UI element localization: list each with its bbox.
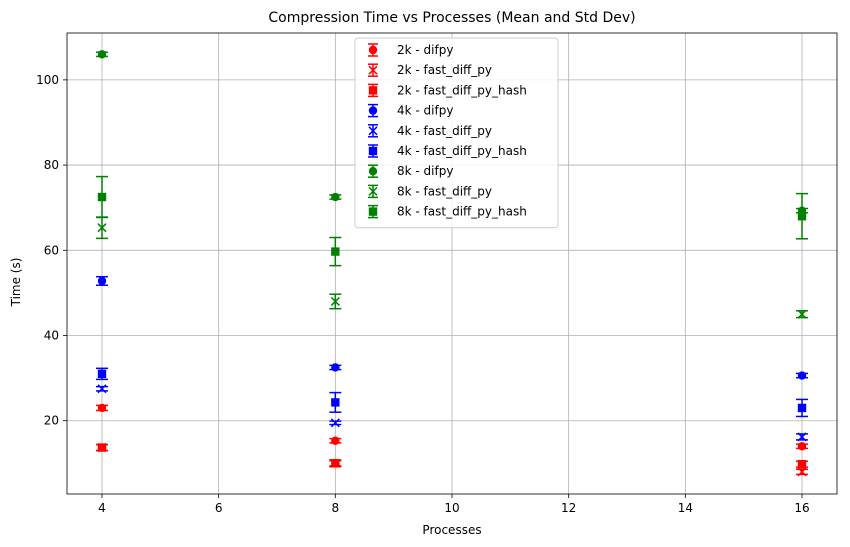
data-point [797,371,807,380]
legend-item: 2k - difpy [368,43,453,57]
x-tick-label: 16 [794,501,809,515]
legend-label: 8k - fast_diff_py_hash [397,205,527,219]
data-point [330,418,340,428]
data-point-stroke [797,309,807,319]
data-point-stroke [797,467,807,477]
series-group [96,403,808,451]
legend-item: 4k - fast_diff_py_hash [368,144,527,158]
x-tick-label: 4 [98,501,106,515]
data-point [797,459,807,469]
legend-label: 2k - difpy [397,43,453,57]
legend: 2k - difpy 2k - fast_diff_py 2k - fast_dif… [354,37,559,229]
x-tick-label: 6 [215,501,223,515]
data-point-stroke [97,384,107,394]
data-point-stroke [330,296,340,306]
legend-marker [368,207,378,216]
y-tick-label: 80 [44,158,59,172]
x-tick-label: 8 [332,501,340,515]
x-tick-label: 12 [561,501,576,515]
x-axis-label: Processes [422,523,481,537]
legend-item: 8k - fast_diff_py_hash [368,205,527,219]
legend-marker [368,45,378,55]
data-point [331,459,340,468]
legend-item: 4k - fast_diff_py [368,124,492,138]
data-point [331,436,340,445]
data-point-stroke [797,432,807,442]
series-group [96,275,808,380]
y-tick-label: 60 [44,243,59,257]
data-point [97,369,107,379]
legend-marker [368,146,378,156]
data-point [97,223,107,233]
data-point [797,309,807,319]
legend-marker-stroke [368,65,378,75]
legend-box [354,37,559,229]
x-tick-label: 14 [678,501,693,515]
legend-label: 2k - fast_diff_py_hash [397,83,527,97]
series-group [96,443,808,469]
legend-item: 8k - difpy [368,164,453,178]
data-point [331,398,340,407]
data-point [797,432,807,442]
y-tick-label: 100 [36,73,59,87]
legend-label: 4k - fast_diff_py [397,124,492,138]
legend-item: 8k - fast_diff_py [368,184,492,198]
series-group [96,175,808,267]
y-tick-label: 40 [44,329,59,343]
data-point [97,443,107,452]
data-point-stroke [97,223,107,233]
legend-item: 2k - fast_diff_py_hash [368,83,527,97]
data-point [797,403,807,413]
data-points [96,50,808,477]
data-point [797,442,807,451]
data-point [331,192,340,202]
legend-item: 4k - difpy [368,104,453,118]
data-point-stroke [330,418,340,428]
legend-item: 2k - fast_diff_py [368,63,492,77]
legend-label: 4k - fast_diff_py_hash [397,144,527,158]
legend-marker-stroke [368,126,378,136]
tick-labels: 4 6 8 10 12 14 16 20 40 60 80 100 [36,73,810,515]
data-point [97,403,107,413]
legend-label: 8k - fast_diff_py [397,184,492,198]
y-tick-label: 20 [44,414,59,428]
data-point [97,276,107,286]
legend-marker [368,86,378,95]
legend-marker-stroke [368,186,378,196]
chart-title: Compression Time vs Processes (Mean and … [268,10,635,26]
legend-label: 8k - difpy [397,164,453,178]
legend-marker [368,106,378,115]
x-tick-label: 10 [444,501,459,515]
data-point [797,467,807,477]
y-axis-label: Time (s) [9,258,23,308]
data-point [331,363,340,372]
series-group [96,367,808,418]
legend-marker [368,126,378,136]
legend-label: 4k - difpy [397,104,453,118]
data-point [797,212,807,221]
series-group [96,384,808,442]
data-point [97,192,107,202]
legend-label: 2k - fast_diff_py [397,63,492,77]
data-point [97,384,107,394]
legend-marker [368,65,378,75]
legend-marker [368,167,378,176]
data-point [330,296,340,306]
data-point [331,247,340,256]
legend-marker [368,186,378,196]
data-point [97,50,107,59]
